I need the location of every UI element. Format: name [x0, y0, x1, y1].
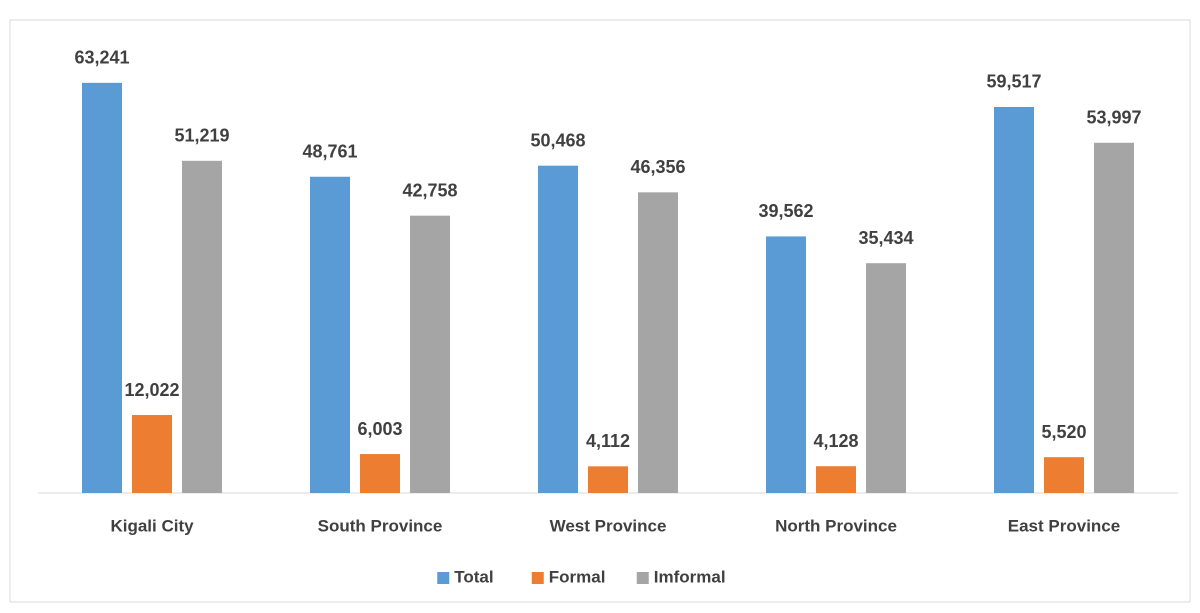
bar: [638, 192, 678, 493]
bar: [360, 454, 400, 493]
bar: [1094, 142, 1134, 493]
bar: [82, 82, 122, 493]
data-label: 63,241: [74, 48, 129, 68]
data-label: 4,112: [586, 431, 630, 451]
data-label: 42,758: [402, 180, 457, 200]
x-tick-label: East Province: [1008, 516, 1120, 535]
bar: [994, 106, 1034, 493]
bar: [538, 165, 578, 494]
x-tick-label: Kigali City: [110, 516, 194, 535]
data-label: 12,022: [124, 380, 179, 400]
data-label: 51,219: [174, 126, 229, 146]
data-label: 6,003: [357, 419, 402, 439]
bar: [1044, 457, 1084, 493]
legend-label: Imformal: [654, 567, 726, 586]
data-label: 5,520: [1041, 422, 1086, 442]
data-label: 4,128: [813, 431, 858, 451]
legend-swatch: [636, 572, 649, 584]
data-label: 50,468: [530, 130, 585, 150]
bar: [310, 176, 350, 493]
data-label: 59,517: [986, 72, 1041, 92]
legend-label: Formal: [549, 567, 606, 586]
bar: [132, 415, 172, 493]
x-tick-label: North Province: [775, 516, 897, 535]
data-label: 46,356: [630, 157, 685, 177]
data-label: 39,562: [758, 201, 813, 221]
bar: [866, 263, 906, 493]
data-label: 53,997: [1086, 108, 1141, 128]
data-label: 35,434: [858, 228, 913, 248]
x-tick-label: West Province: [550, 516, 667, 535]
bar: [766, 236, 806, 493]
bar: [410, 215, 450, 493]
bar: [816, 466, 856, 493]
legend-label: Total: [454, 567, 493, 586]
data-label: 48,761: [302, 142, 357, 162]
legend-swatch: [531, 572, 544, 584]
bar: [182, 160, 222, 493]
bar: [588, 466, 628, 493]
x-tick-label: South Province: [318, 516, 443, 535]
legend-swatch: [437, 572, 450, 584]
